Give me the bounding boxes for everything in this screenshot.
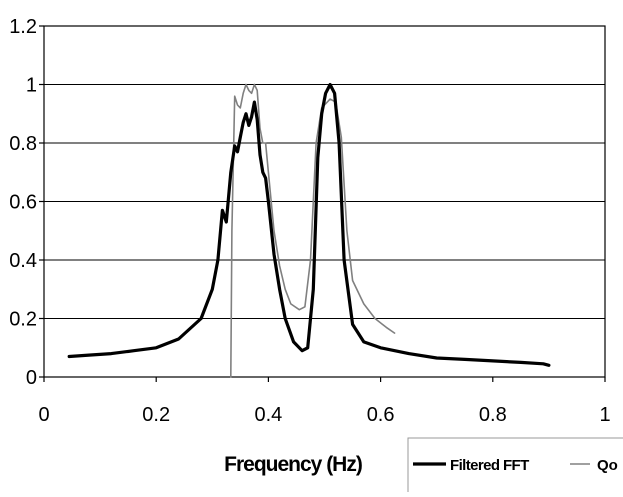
- x-tick-label: 0.8: [479, 404, 507, 426]
- grid-lines: [44, 84, 605, 319]
- legend-label-filtered-fft: Filtered FFT: [450, 457, 529, 474]
- series-line-qo: [230, 83, 396, 378]
- x-tick-label: 0.6: [367, 404, 395, 426]
- y-tick-label: 0.2: [9, 309, 37, 331]
- legend-label-qo: Qo: [597, 457, 618, 474]
- y-tick-label: 0: [26, 367, 37, 389]
- x-axis-label: Frequency (Hz): [224, 453, 362, 476]
- x-tick-label: 1: [599, 404, 610, 426]
- legend: Filtered FFT Qo: [407, 437, 623, 497]
- y-tick-label: 0.4: [9, 250, 37, 272]
- y-axis-ticks: 0 0.2 0.4 0.6 0.8 1 1.2: [9, 16, 44, 389]
- y-tick-label: 0.6: [9, 192, 37, 214]
- x-axis-ticks: 0 0.2 0.4 0.6 0.8 1: [38, 377, 611, 426]
- y-tick-label: 1: [26, 75, 37, 97]
- y-tick-label: 1.2: [9, 16, 37, 38]
- x-tick-label: 0.4: [254, 404, 282, 426]
- series-line-filtered-fft: [67, 82, 551, 367]
- x-tick-label: 0.2: [142, 404, 170, 426]
- y-tick-label: 0.8: [9, 133, 37, 155]
- series-lines: [67, 82, 551, 378]
- legend-box: [407, 437, 623, 497]
- x-tick-label: 0: [38, 404, 49, 426]
